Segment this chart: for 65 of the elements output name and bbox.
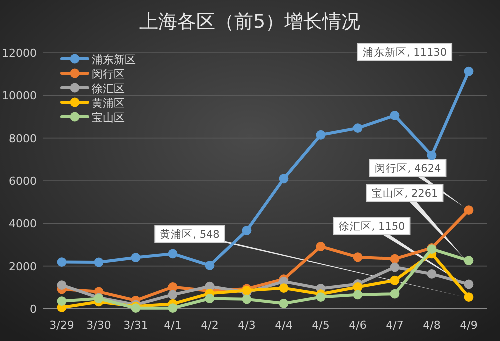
chart-title: 上海各区（前5）增长情况 <box>139 11 361 33</box>
x-tick-label: 4/6 <box>349 319 367 332</box>
point <box>205 294 215 304</box>
x-tick-label: 4/8 <box>423 319 441 332</box>
point <box>353 252 363 262</box>
point <box>464 280 474 290</box>
point <box>464 292 474 302</box>
point <box>353 290 363 300</box>
y-tick-label: 12000 <box>2 47 37 60</box>
point <box>464 66 474 76</box>
point <box>94 258 104 268</box>
annotation: 闵行区, 4624 <box>374 163 442 175</box>
point <box>427 270 437 279</box>
point <box>390 276 400 286</box>
legend-label: 黄浦区 <box>92 97 125 110</box>
point <box>464 206 474 216</box>
point <box>168 290 178 300</box>
x-tick-label: 4/2 <box>201 319 219 332</box>
point <box>131 253 141 262</box>
x-tick-label: 3/30 <box>86 319 112 332</box>
point <box>242 294 252 304</box>
legend-label: 浦东新区 <box>92 54 136 66</box>
point <box>168 249 178 259</box>
legend-label: 徐汇区 <box>92 82 125 96</box>
point <box>353 282 363 292</box>
annotation: 徐汇区, 1150 <box>338 221 406 233</box>
point <box>390 254 400 264</box>
point <box>57 258 67 267</box>
annotation: 黄浦区, 548 <box>160 228 220 241</box>
point <box>168 304 178 314</box>
point <box>316 242 326 252</box>
annotation: 浦东新区, 11130 <box>362 46 448 59</box>
y-tick-label: 6000 <box>9 175 37 188</box>
point <box>57 296 67 306</box>
legend-label: 宝山区 <box>92 112 125 124</box>
y-tick-label: 8000 <box>9 132 37 146</box>
point <box>390 289 400 299</box>
x-tick-label: 4/4 <box>275 319 293 332</box>
x-tick-label: 4/7 <box>386 319 404 332</box>
point <box>279 284 289 294</box>
point <box>427 150 437 160</box>
point <box>57 280 67 290</box>
x-tick-label: 4/5 <box>312 319 330 332</box>
point <box>279 298 289 308</box>
y-tick-label: 4000 <box>9 218 37 231</box>
legend-label: 闵行区 <box>92 68 125 81</box>
point <box>390 111 400 120</box>
point <box>279 174 289 184</box>
x-tick-label: 4/3 <box>238 319 256 332</box>
y-tick-label: 0 <box>30 303 37 316</box>
x-tick-label: 4/1 <box>164 319 182 332</box>
y-tick-label: 10000 <box>2 90 37 103</box>
point <box>242 226 252 236</box>
x-tick-label: 4/9 <box>460 319 478 332</box>
annotation: 宝山区, 2261 <box>372 187 438 200</box>
y-tick-label: 2000 <box>9 260 37 274</box>
point <box>205 260 215 270</box>
x-tick-label: 3/29 <box>50 319 74 332</box>
point <box>316 292 326 302</box>
point <box>316 130 326 140</box>
x-tick-label: 3/31 <box>124 319 148 332</box>
point <box>390 262 400 272</box>
point <box>464 256 474 266</box>
point <box>353 124 363 134</box>
point <box>168 282 178 292</box>
